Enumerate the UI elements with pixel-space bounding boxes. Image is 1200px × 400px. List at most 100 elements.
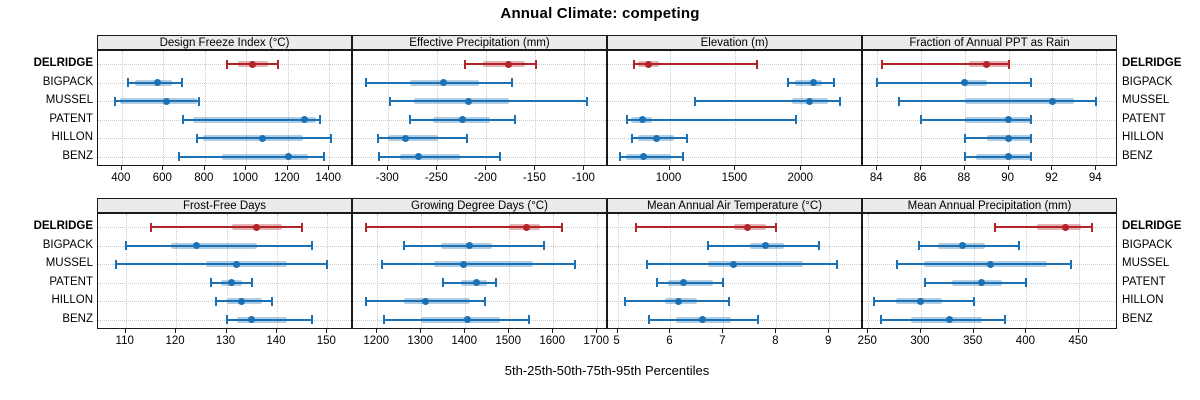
whisker-line <box>694 100 840 103</box>
whisker-cap-high <box>756 315 759 325</box>
x-tick <box>596 329 598 333</box>
whisker-cap-low <box>182 115 185 125</box>
gridline-vertical <box>465 214 467 328</box>
panel-strip: Fraction of Annual PPT as Rain <box>862 35 1117 50</box>
x-tick-label: 1000 <box>655 172 682 184</box>
x-tick <box>534 166 536 170</box>
gridline-vertical <box>421 214 423 328</box>
median-dot <box>259 134 267 142</box>
gridline-vertical <box>437 51 439 165</box>
whisker-cap-high <box>326 259 329 269</box>
whisker-line <box>125 244 313 247</box>
x-tick <box>1078 329 1080 333</box>
whisker-line <box>925 281 1027 284</box>
site-label-left: BENZ <box>62 312 93 325</box>
panel-strip: Design Freeze Index (°C) <box>97 35 352 50</box>
x-tick <box>876 166 878 170</box>
panel-strip: Elevation (m) <box>607 35 862 50</box>
x-tick-label: 120 <box>165 335 185 347</box>
x-tick <box>485 166 487 170</box>
whisker-cap-high <box>1007 59 1010 69</box>
median-dot <box>233 260 241 268</box>
x-tick-label: 600 <box>152 172 172 184</box>
median-dot <box>945 316 953 324</box>
whisker-cap-low <box>126 78 129 88</box>
median-dot <box>154 79 162 87</box>
median-dot <box>730 260 738 268</box>
site-label-left: PATENT <box>49 112 93 125</box>
gridline-horizontal <box>608 138 861 140</box>
x-tick <box>1095 166 1097 170</box>
whisker-cap-low <box>963 152 966 162</box>
site-label-right: BENZ <box>1122 312 1153 325</box>
whisker-line <box>626 118 797 121</box>
whisker-cap-high <box>727 296 730 306</box>
gridline-vertical <box>617 214 619 328</box>
panel <box>862 50 1117 166</box>
whisker-cap-high <box>510 78 513 88</box>
gridline-vertical <box>921 51 923 165</box>
x-tick-label: 2000 <box>787 172 814 184</box>
site-label-left: MUSSEL <box>45 257 93 270</box>
x-axis: 400 600 800 1000 1200 1400 <box>97 166 352 194</box>
x-tick <box>668 166 670 170</box>
x-tick <box>225 329 227 333</box>
median-dot <box>459 116 467 124</box>
whisker-cap-low <box>924 278 927 288</box>
whisker-cap-high <box>1029 152 1032 162</box>
whisker-line <box>150 226 303 228</box>
x-tick <box>245 166 247 170</box>
panel-strip-title: Frost-Free Days <box>182 199 267 212</box>
whisker-cap-low <box>365 296 368 306</box>
x-tick <box>275 329 277 333</box>
x-tick-label: 1600 <box>539 335 565 347</box>
whisker-cap-low <box>648 315 651 325</box>
x-tick <box>616 329 618 333</box>
whisker-cap-high <box>513 115 516 125</box>
median-dot <box>459 260 467 268</box>
whisker-cap-low <box>377 133 380 143</box>
whisker-line <box>365 81 512 84</box>
x-axis: 250 300 350 400 450 <box>858 329 1117 357</box>
whisker-cap-low <box>365 222 368 232</box>
median-dot <box>977 279 985 287</box>
whisker-cap-low <box>963 133 966 143</box>
panel <box>97 213 352 329</box>
whisker-cap-low <box>618 152 621 162</box>
whisker-cap-high <box>535 59 538 69</box>
whisker-cap-high <box>197 96 200 106</box>
whisker-cap-low <box>364 78 367 88</box>
median-dot <box>248 60 256 68</box>
gridline-vertical <box>597 214 599 328</box>
whisker-cap-high <box>1025 278 1028 288</box>
x-tick <box>203 166 205 170</box>
gridline-vertical <box>868 214 870 328</box>
gridline-vertical <box>776 214 778 328</box>
median-dot <box>961 79 969 87</box>
whisker-cap-high <box>561 222 563 232</box>
median-dot <box>285 153 293 161</box>
median-dot <box>640 153 648 161</box>
site-label-right: BIGPACK <box>1122 75 1173 88</box>
whisker-line <box>964 137 1031 140</box>
whisker-line <box>183 118 321 121</box>
gridline-horizontal <box>608 156 861 158</box>
median-dot <box>466 242 474 250</box>
whisker-cap-low <box>408 115 411 125</box>
whisker-cap-high <box>586 96 589 106</box>
whisker-line <box>443 281 496 284</box>
whisker-cap-high <box>330 133 333 143</box>
whisker-line <box>381 263 576 266</box>
x-tick <box>919 329 921 333</box>
whisker-cap-low <box>879 315 882 325</box>
whisker-line <box>115 263 328 266</box>
median-dot <box>680 279 688 287</box>
gridline-vertical <box>877 51 879 165</box>
x-tick <box>387 166 389 170</box>
median-dot <box>638 116 646 124</box>
whisker-cap-low <box>706 241 709 251</box>
whisker-cap-high <box>543 241 546 251</box>
gridline-vertical <box>829 214 831 328</box>
x-tick <box>722 329 724 333</box>
whisker-cap-high <box>775 222 778 232</box>
